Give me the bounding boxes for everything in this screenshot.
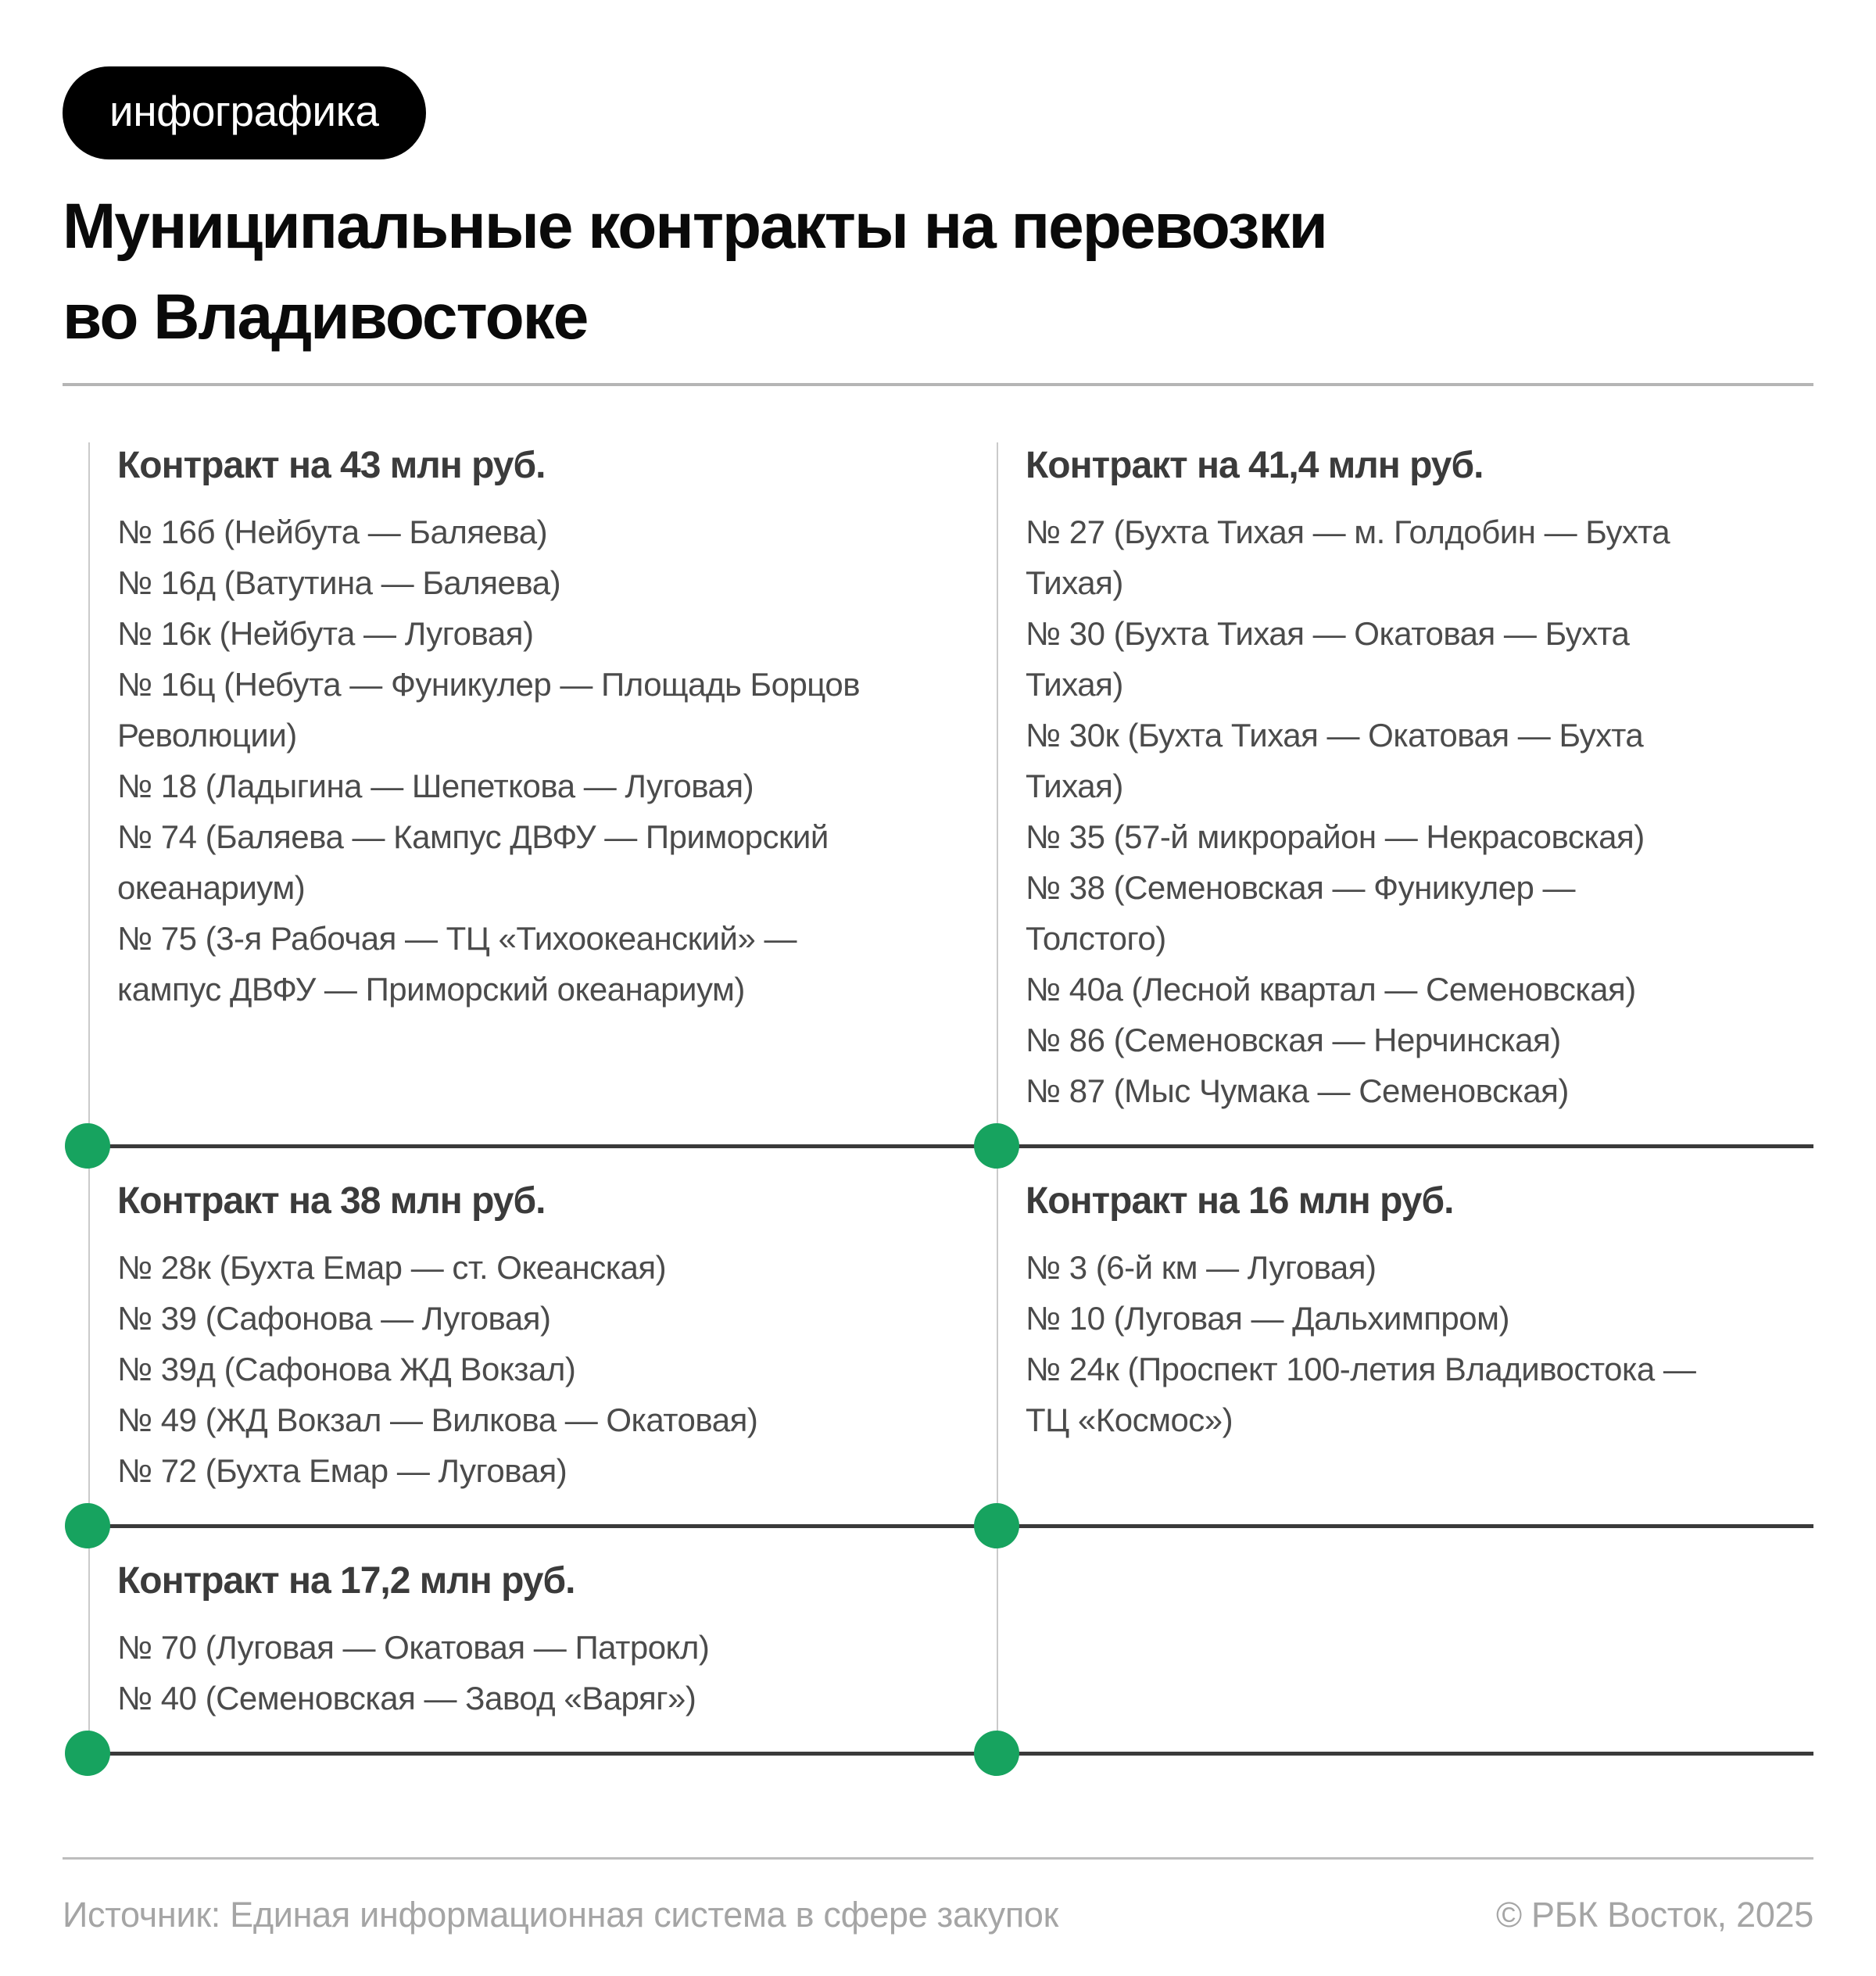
- footer-divider: [63, 1857, 1813, 1860]
- route-item: № 16б (Нейбута — Баляева): [117, 514, 548, 550]
- route-item: № 35 (57-й микрорайон — Некрасовская): [1026, 818, 1645, 855]
- section-heading: Контракт на 43 млн руб.: [117, 445, 546, 486]
- route-list: № 27 (Бухта Тихая — м. Голдобин — Бухта …: [1026, 507, 1790, 1116]
- route-item: № 30 (Бухта Тихая — Окатовая — Бухта Тих…: [1026, 615, 1630, 703]
- route-list: № 70 (Луговая — Окатовая — Патрокл) № 40 …: [117, 1622, 973, 1724]
- contract-cell-right: Контракт на 16 млн руб. № 3 (6-й км — Луг…: [997, 1148, 1813, 1524]
- section-heading: Контракт на 16 млн руб.: [1026, 1180, 1454, 1222]
- title-line-2: во Владивостоке: [63, 281, 589, 353]
- route-item: № 49 (ЖД Вокзал — Вилкова — Окатовая): [117, 1401, 758, 1438]
- section-marker-dot: [974, 1503, 1019, 1548]
- route-item: № 24к (Проспект 100-летия Владивостока —…: [1026, 1351, 1696, 1438]
- route-item: № 18 (Ладыгина — Шепеткова — Луговая): [117, 768, 754, 804]
- section-marker-dot: [974, 1123, 1019, 1169]
- route-item: № 39д (Сафонова ЖД Вокзал): [117, 1351, 576, 1387]
- route-item: № 75 (3-я Рабочая — ТЦ «Тихоокеанский» —…: [117, 920, 797, 1008]
- route-item: № 87 (Мыс Чумака — Семеновская): [1026, 1072, 1569, 1109]
- route-item: № 39 (Сафонова — Луговая): [117, 1300, 551, 1337]
- section-divider: [65, 1503, 1813, 1548]
- contract-cell-left: Контракт на 43 млн руб. № 16б (Нейбута — …: [88, 442, 997, 1144]
- footer: Источник: Единая информационная система …: [63, 1894, 1813, 1936]
- contract-row: Контракт на 38 млн руб. № 28к (Бухта Емар…: [88, 1148, 1813, 1524]
- contract-cell-right: [997, 1528, 1813, 1752]
- section-divider: [65, 1123, 1813, 1169]
- contract-cell-left: Контракт на 17,2 млн руб. № 70 (Луговая —…: [88, 1528, 997, 1752]
- section-heading: Контракт на 17,2 млн руб.: [117, 1560, 575, 1602]
- route-list: № 28к (Бухта Емар — ст. Океанская) № 39 (…: [117, 1242, 973, 1496]
- route-item: № 30к (Бухта Тихая — Окатовая — Бухта Ти…: [1026, 717, 1644, 804]
- section-marker-dot: [65, 1503, 110, 1548]
- title-line-1: Муниципальные контракты на перевозки: [63, 191, 1328, 262]
- section-divider: [65, 1731, 1813, 1776]
- route-list: № 16б (Нейбута — Баляева) № 16д (Ватутина…: [117, 507, 973, 1015]
- contract-cell-left: Контракт на 38 млн руб. № 28к (Бухта Емар…: [88, 1148, 997, 1524]
- route-item: № 16д (Ватутина — Баляева): [117, 564, 561, 601]
- page-title: Муниципальные контракты на перевозки во …: [63, 181, 1813, 363]
- route-item: № 16ц (Небута — Фуникулер — Площадь Борц…: [117, 666, 861, 754]
- contract-row: Контракт на 17,2 млн руб. № 70 (Луговая —…: [88, 1528, 1813, 1752]
- infographic-badge: инфографика: [63, 66, 426, 159]
- route-item: № 10 (Луговая — Дальхимпром): [1026, 1300, 1510, 1337]
- section-marker-dot: [974, 1731, 1019, 1776]
- contracts-rows: Контракт на 43 млн руб. № 16б (Нейбута — …: [65, 442, 1813, 1776]
- route-item: № 72 (Бухта Емар — Луговая): [117, 1452, 567, 1489]
- badge-label: инфографика: [109, 87, 379, 135]
- route-item: № 70 (Луговая — Окатовая — Патрокл): [117, 1629, 710, 1666]
- route-item: № 16к (Нейбута — Луговая): [117, 615, 534, 652]
- footer-source: Источник: Единая информационная система …: [63, 1895, 1059, 1935]
- section-heading: Контракт на 38 млн руб.: [117, 1180, 546, 1222]
- route-item: № 74 (Баляева — Кампус ДВФУ — Приморский…: [117, 818, 829, 906]
- route-list: № 3 (6-й км — Луговая) № 10 (Луговая — Да…: [1026, 1242, 1790, 1445]
- contracts-grid: Контракт на 43 млн руб. № 16б (Нейбута — …: [63, 442, 1813, 1936]
- route-item: № 40 (Семеновская — Завод «Варяг»): [117, 1680, 696, 1716]
- section-heading: Контракт на 41,4 млн руб.: [1026, 445, 1484, 486]
- route-item: № 28к (Бухта Емар — ст. Океанская): [117, 1249, 667, 1286]
- title-divider: [63, 383, 1813, 386]
- route-item: № 38 (Семеновская — Фуникулер — Толстого…: [1026, 869, 1576, 957]
- footer-copyright: © РБК Восток, 2025: [1496, 1895, 1813, 1935]
- route-item: № 3 (6-й км — Луговая): [1026, 1249, 1377, 1286]
- contract-row: Контракт на 43 млн руб. № 16б (Нейбута — …: [88, 442, 1813, 1144]
- route-item: № 40а (Лесной квартал — Семеновская): [1026, 971, 1636, 1008]
- route-item: № 27 (Бухта Тихая — м. Голдобин — Бухта …: [1026, 514, 1670, 601]
- route-item: № 86 (Семеновская — Нерчинская): [1026, 1022, 1561, 1058]
- contract-cell-right: Контракт на 41,4 млн руб. № 27 (Бухта Тих…: [997, 442, 1813, 1144]
- section-marker-dot: [65, 1731, 110, 1776]
- section-marker-dot: [65, 1123, 110, 1169]
